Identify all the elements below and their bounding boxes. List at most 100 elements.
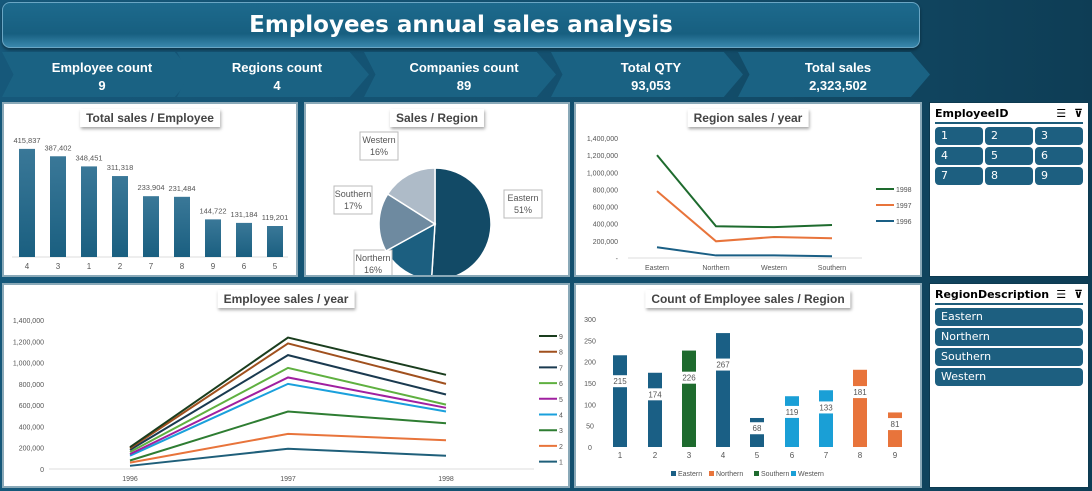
y-tick-label: 250	[584, 338, 596, 345]
category-label: Eastern	[507, 193, 538, 203]
x-tick-label: 2	[118, 262, 123, 271]
data-label: 17%	[344, 201, 362, 211]
slicer-item-region[interactable]: Western	[935, 368, 1083, 386]
clear-filter-icon[interactable]: ⊽	[1074, 107, 1083, 120]
chart-title: Region sales / year	[687, 109, 809, 127]
slicer-item-region[interactable]: Northern	[935, 328, 1083, 346]
bar	[785, 396, 799, 447]
kpi-value: 2,323,502	[809, 78, 867, 93]
multi-select-icon[interactable]: ☰	[1056, 107, 1067, 120]
slicer-item-employee[interactable]: 4	[935, 147, 983, 165]
data-label: 181	[853, 388, 867, 397]
data-label: 231,484	[168, 184, 195, 193]
chart-svg: 0 200,000 400,000 600,000 800,000 1,000,000 1,…	[13, 318, 563, 483]
chart-employee-sales-year: Employee sales / year 0 200,000 400,000 600,…	[2, 283, 570, 488]
legend-label: Western	[798, 471, 824, 478]
category-label: Western	[362, 135, 395, 145]
data-label-bg	[610, 375, 630, 388]
series-line-4	[129, 382, 447, 457]
bar	[267, 226, 283, 257]
data-label: 133	[819, 403, 833, 412]
y-tick-label: 1,200,000	[587, 153, 618, 160]
y-tick-label: 800,000	[593, 187, 618, 194]
slicer-item-employee[interactable]: 1	[935, 127, 983, 145]
bar	[648, 372, 662, 447]
slicer-item-region[interactable]: Eastern	[935, 308, 1083, 326]
data-label-bg	[713, 358, 733, 371]
x-tick-label: 2	[653, 451, 658, 460]
slicer-item-employee[interactable]: 8	[985, 167, 1033, 185]
x-tick-label: 7	[824, 451, 829, 460]
chart-svg: Eastern 51% Northern 16% Southern 17% Western 1…	[333, 131, 543, 275]
data-label-bg	[747, 422, 767, 435]
data-label-box	[503, 189, 543, 219]
data-label: 68	[753, 424, 762, 433]
chart-title: Employee sales / year	[217, 290, 355, 308]
slicer-item-employee[interactable]: 2	[985, 127, 1033, 145]
y-tick-label: 200,000	[593, 239, 618, 246]
dashboard-title-bar: Employees annual sales analysis	[2, 2, 920, 48]
legend-label: 2	[559, 444, 563, 451]
x-tick-label: 9	[893, 451, 898, 460]
data-label-bg	[645, 388, 665, 401]
y-tick-label: 1,200,000	[13, 339, 44, 346]
data-label: 144,722	[199, 206, 226, 215]
y-tick-label: 200	[584, 360, 596, 367]
data-label-bg	[782, 405, 802, 418]
series-line-3	[129, 410, 447, 462]
y-tick-label: 600,000	[19, 403, 44, 410]
clear-filter-icon[interactable]: ⊽	[1074, 288, 1083, 301]
data-label: 81	[891, 420, 900, 429]
data-label: 51%	[514, 205, 532, 215]
x-tick-label: 4	[721, 451, 726, 460]
x-tick-label: 1996	[122, 476, 138, 483]
slicer-item-employee[interactable]: 7	[935, 167, 983, 185]
series-line-8	[129, 342, 447, 450]
data-label: 119,201	[262, 213, 289, 222]
slicer-item-region[interactable]: Southern	[935, 348, 1083, 366]
legend-label: 8	[559, 350, 563, 357]
kpi-total-qty: Total QTY 93,053	[551, 52, 743, 97]
slicer-title: RegionDescription	[935, 288, 1050, 301]
slicer-item-employee[interactable]: 5	[985, 147, 1033, 165]
chart-sales-region: Sales / Region Eastern 51% Northern 16% South…	[304, 102, 570, 277]
legend-label: 1998	[896, 187, 912, 194]
data-label: 348,451	[75, 153, 102, 162]
x-tick-label: 3	[56, 262, 61, 271]
series-line-1	[129, 447, 447, 467]
series-line-6	[129, 366, 447, 453]
kpi-label: Employee count	[51, 60, 153, 75]
data-label: 387,402	[44, 143, 71, 152]
slicer-item-employee[interactable]: 9	[1035, 167, 1083, 185]
legend-label: 9	[559, 334, 563, 341]
legend-swatch	[754, 471, 759, 476]
bar	[81, 166, 97, 257]
chart-title: Count of Employee sales / Region	[645, 290, 851, 308]
data-label-bg	[885, 418, 905, 431]
slicer-item-employee[interactable]: 3	[1035, 127, 1083, 145]
y-tick-label: 600,000	[593, 205, 618, 212]
y-tick-label: 400,000	[19, 424, 44, 431]
chart-svg: 415,837 4 387,402 3 348,451 1 311,318 2 233,904 7…	[12, 136, 289, 271]
x-tick-label: 6	[242, 262, 247, 271]
legend-label: Eastern	[678, 471, 702, 478]
y-tick-label: 1,000,000	[587, 170, 618, 177]
y-tick-label: 0	[588, 445, 592, 452]
x-tick-label: 1	[618, 451, 623, 460]
x-tick-label: 9	[211, 262, 216, 271]
y-tick-label: 0	[40, 467, 44, 474]
x-tick-label: 1997	[280, 476, 296, 483]
data-label: 311,318	[107, 163, 134, 172]
multi-select-icon[interactable]: ☰	[1056, 288, 1067, 301]
chart-title: Total sales / Employee	[80, 109, 220, 127]
bar	[112, 176, 128, 257]
data-label: 415,837	[13, 136, 40, 145]
legend-label: 1997	[896, 203, 912, 210]
bar	[236, 222, 252, 257]
y-tick-label: 1,000,000	[13, 361, 44, 368]
x-tick-label: 1998	[438, 476, 454, 483]
slicer-item-employee[interactable]: 6	[1035, 147, 1083, 165]
chart-count-employee-sales-region: Count of Employee sales / Region 0 50 100 15…	[574, 283, 922, 488]
category-label: Northern	[355, 253, 390, 263]
